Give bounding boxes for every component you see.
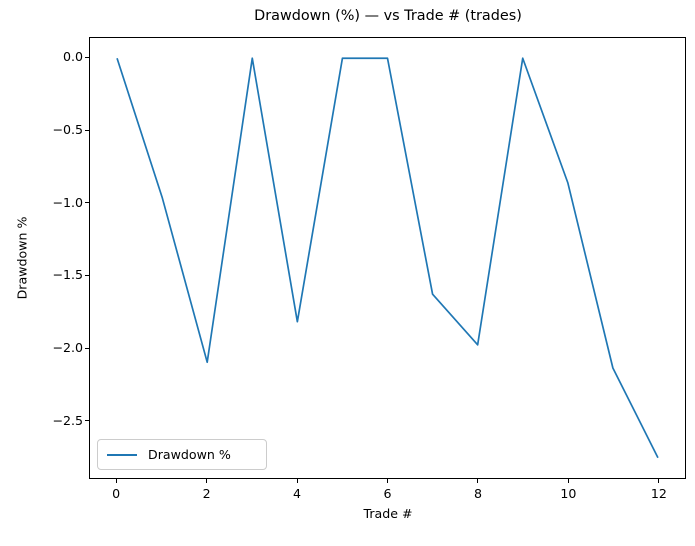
x-tick-label: 12: [650, 486, 667, 501]
legend: Drawdown %: [97, 439, 267, 470]
x-tick-label: 2: [202, 486, 211, 501]
line-series-path: [116, 57, 659, 459]
x-tick-label: 10: [560, 486, 577, 501]
x-tick-label: 0: [112, 486, 121, 501]
chart-title: Drawdown (%) — vs Trade # (trades): [254, 8, 522, 24]
y-tick-mark: [85, 420, 89, 422]
x-axis-label: Trade #: [363, 506, 413, 521]
x-tick-mark: [658, 479, 660, 483]
x-tick-mark: [477, 479, 479, 483]
y-tick-label: −1.0: [52, 194, 83, 210]
y-tick-mark: [85, 274, 89, 276]
y-tick-mark: [85, 202, 89, 204]
y-tick-mark: [85, 129, 89, 131]
x-tick-mark: [115, 479, 117, 483]
drawdown-line-series: [116, 57, 659, 459]
x-tick-mark: [296, 479, 298, 483]
y-tick-label: −1.5: [52, 267, 83, 283]
x-tick-label: 6: [383, 486, 392, 501]
x-tick-label: 8: [473, 486, 482, 501]
x-tick-mark: [567, 479, 569, 483]
x-tick-label: 4: [293, 486, 302, 501]
legend-label: Drawdown %: [148, 447, 231, 462]
y-tick-mark: [85, 56, 89, 58]
x-tick-mark: [206, 479, 208, 483]
x-tick-mark: [387, 479, 388, 483]
y-axis-label: Drawdown %: [14, 216, 30, 300]
y-tick-label: −0.5: [52, 122, 83, 138]
y-tick-mark: [85, 347, 89, 349]
legend-line-icon: [107, 453, 137, 456]
y-tick-label: −2.5: [52, 412, 83, 428]
y-tick-label: 0.0: [62, 49, 83, 65]
y-tick-label: −2.0: [52, 340, 83, 356]
plot-area: Drawdown %: [89, 37, 686, 479]
